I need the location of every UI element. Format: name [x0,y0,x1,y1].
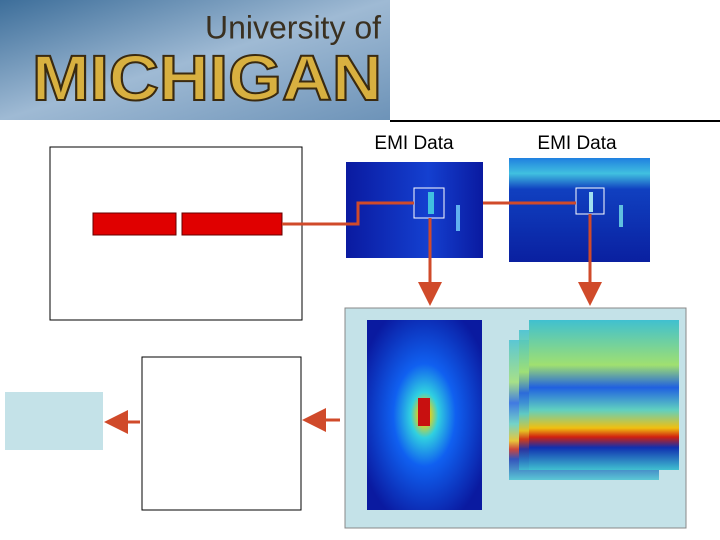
emi-image [509,158,650,262]
emi-spot [619,205,623,227]
logo-background [0,0,390,120]
logo-main: MICHIGAN [32,42,382,114]
emi-spot [428,192,434,214]
box [141,356,302,511]
logo-top: University of [205,9,381,45]
logo: University of MICHIGAN [0,0,390,120]
label: EMI Data [537,133,617,154]
label: EMI Data [374,133,454,154]
red-block [92,212,177,236]
arrows [104,201,602,434]
red-block [181,212,283,236]
emi-spot [456,205,460,231]
heatmap-layer [529,320,679,470]
emi-spot [589,192,593,212]
heatmap-peak [418,398,430,426]
connector [282,201,414,226]
output-box [5,392,103,450]
